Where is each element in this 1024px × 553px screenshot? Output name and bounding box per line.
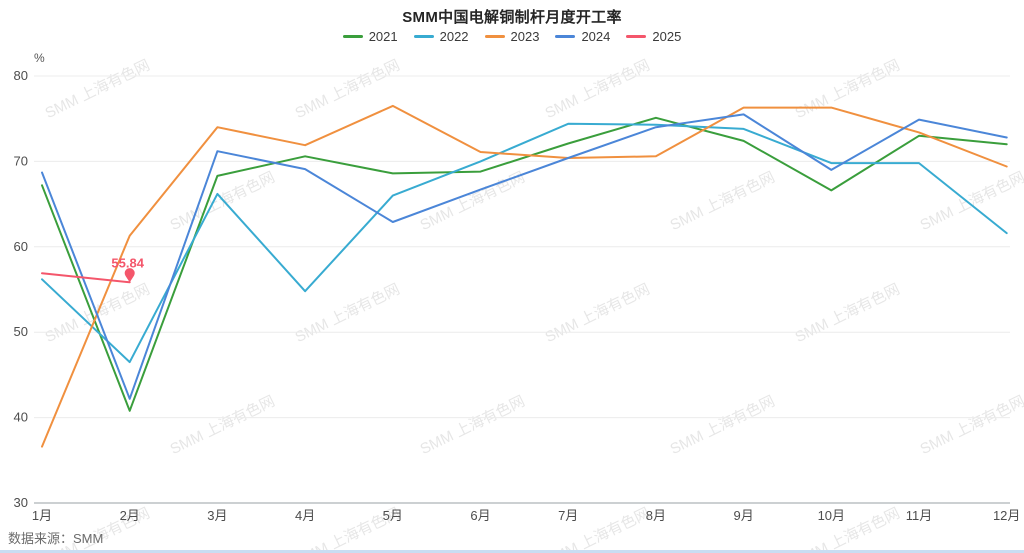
- legend-swatch-icon: [626, 35, 647, 38]
- legend-item-2023[interactable]: 2023: [484, 29, 540, 44]
- bottom-divider: [0, 550, 1024, 553]
- y-axis-tick-label: 40: [14, 410, 28, 425]
- y-axis-tick-label: 80: [14, 68, 28, 83]
- x-axis-tick-label: 2月: [120, 508, 140, 523]
- series-line-2021[interactable]: [41, 116, 1008, 412]
- y-axis-tick-label: 60: [14, 239, 28, 254]
- legend: 2021 2022 2023 2024 2025: [0, 29, 1024, 44]
- x-axis-tick-label: 4月: [295, 508, 315, 523]
- legend-item-2022[interactable]: 2022: [413, 29, 469, 44]
- legend-swatch-icon: [342, 35, 363, 38]
- legend-swatch-icon: [555, 35, 576, 38]
- legend-label: 2023: [510, 29, 540, 44]
- legend-swatch-icon: [484, 35, 505, 38]
- x-axis-tick-label: 12月: [993, 508, 1020, 523]
- y-axis-tick-label: 30: [14, 495, 28, 510]
- x-axis-tick-label: 9月: [733, 508, 753, 523]
- legend-label: 2025: [652, 29, 682, 44]
- legend-item-2025[interactable]: 2025: [626, 29, 681, 44]
- x-axis-tick-label: 1月: [32, 508, 52, 523]
- x-axis-tick-label: 3月: [207, 508, 227, 523]
- legend-label: 2024: [581, 29, 611, 44]
- legend-item-2021[interactable]: 2021: [342, 29, 398, 44]
- legend-label: 2021: [368, 29, 398, 44]
- series-line-2025[interactable]: [41, 272, 131, 284]
- series-line-2022[interactable]: [41, 122, 1008, 364]
- data-point-label: 55.84: [111, 255, 144, 270]
- x-axis-tick-label: 5月: [383, 508, 403, 523]
- chart-title: SMM中国电解铜制杆月度开工率: [402, 9, 622, 26]
- x-axis-tick-label: 8月: [646, 508, 666, 523]
- x-axis-tick-label: 7月: [558, 508, 578, 523]
- legend-swatch-icon: [413, 35, 434, 38]
- y-axis-tick-label: 50: [14, 324, 28, 339]
- legend-label: 2022: [439, 29, 469, 44]
- x-axis-tick-label: 11月: [906, 508, 933, 523]
- data-point-marker-pin[interactable]: [124, 268, 135, 283]
- series-line-2024[interactable]: [41, 113, 1008, 400]
- legend-item-2024[interactable]: 2024: [555, 29, 610, 44]
- data-source-note: 数据来源：SMM: [8, 531, 104, 546]
- x-axis-tick-label: 10月: [818, 508, 845, 523]
- y-axis-unit-label: %: [34, 51, 45, 65]
- y-axis-tick-label: 70: [14, 153, 28, 168]
- x-axis-tick-label: 6月: [470, 508, 490, 523]
- series-line-2023[interactable]: [41, 104, 1008, 448]
